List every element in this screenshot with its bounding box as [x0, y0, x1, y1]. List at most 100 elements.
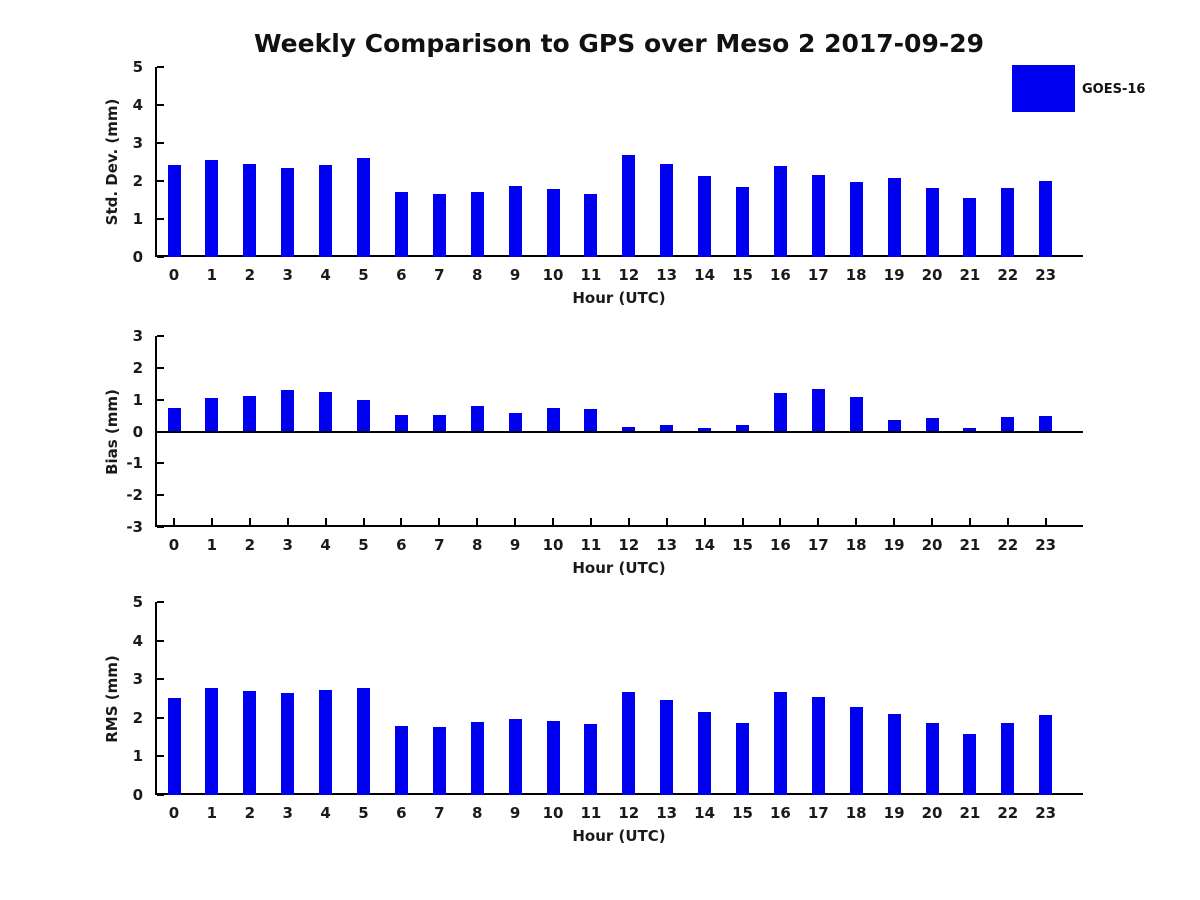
- bar-hour-18: [849, 397, 863, 432]
- x-tick-label: 2: [244, 266, 256, 284]
- y-tick-label: 2: [132, 172, 143, 190]
- x-tick: [779, 518, 782, 525]
- y-tick: [157, 335, 164, 337]
- y-tick-label: 4: [132, 631, 143, 650]
- x-tick-label: 10: [542, 536, 564, 554]
- bar-hour-11: [584, 409, 598, 432]
- bar-hour-8: [470, 406, 484, 432]
- x-tick-label: 3: [282, 536, 293, 554]
- bar-hour-20: [925, 417, 939, 432]
- y-tick: [157, 462, 164, 465]
- x-tick-label: 2: [244, 804, 256, 822]
- x-tick-label: 5: [358, 536, 369, 554]
- x-tick-label: 18: [845, 536, 867, 554]
- x-tick: [173, 518, 175, 525]
- x-tick: [362, 518, 365, 525]
- x-tick: [248, 518, 251, 525]
- bar-hour-13: [660, 425, 674, 432]
- bar-hour-2: [243, 395, 257, 432]
- bar-hour-11: [584, 724, 598, 795]
- x-tick: [1006, 518, 1009, 525]
- bar-hour-16: [773, 166, 787, 257]
- x-tick: [931, 518, 933, 525]
- x-tick-label: 5: [358, 266, 369, 284]
- x-tick-label: 3: [282, 266, 293, 284]
- y-tick: [157, 366, 164, 369]
- x-tick: [665, 518, 668, 525]
- x-tick-label: 4: [320, 536, 331, 554]
- legend-label: GOES-16: [1082, 82, 1146, 97]
- x-tick-label: 18: [845, 804, 867, 822]
- y-tick: [157, 66, 164, 68]
- bar-hour-5: [357, 400, 370, 432]
- y-tick: [157, 494, 164, 497]
- y-tick: [157, 398, 164, 401]
- x-tick-label: 8: [471, 804, 483, 822]
- bar-hour-2: [243, 690, 257, 795]
- x-tick: [893, 518, 896, 525]
- bar-hour-1: [205, 160, 219, 257]
- x-tick-label: 6: [396, 536, 407, 554]
- x-tick-label: 23: [1035, 536, 1057, 554]
- x-tick-label: 6: [396, 266, 407, 284]
- y-tick-label: -2: [126, 486, 143, 505]
- bar-hour-13: [660, 164, 674, 257]
- x-tick-label: 14: [694, 536, 716, 554]
- bar-hour-23: [1039, 180, 1053, 257]
- y-tick-label: 0: [132, 248, 143, 266]
- bar-hour-17: [811, 389, 825, 432]
- bar-hour-3: [281, 168, 295, 257]
- x-tick-label: 23: [1035, 804, 1057, 822]
- x-tick-label: 19: [883, 536, 905, 554]
- x-tick: [286, 518, 289, 525]
- x-tick-label: 4: [320, 266, 331, 284]
- x-tick-label: 20: [921, 266, 943, 284]
- x-tick-label: 0: [168, 266, 180, 284]
- bar-hour-18: [849, 707, 863, 795]
- bar-hour-22: [1001, 417, 1015, 432]
- x-tick-label: 11: [580, 266, 602, 284]
- x-tick-label: 23: [1035, 266, 1057, 284]
- y-tick: [157, 180, 164, 182]
- x-tick-label: 11: [580, 536, 602, 554]
- x-tick-label: 7: [434, 266, 445, 284]
- x-axis-label-2: Hour (UTC): [572, 827, 666, 845]
- bar-hour-13: [660, 700, 674, 795]
- y-tick-label: 5: [132, 593, 143, 611]
- x-tick: [400, 518, 403, 525]
- x-axis-label-0: Hour (UTC): [572, 289, 666, 307]
- x-tick-label: 7: [434, 804, 445, 822]
- y-axis-line: [155, 67, 157, 257]
- x-tick-label: 16: [769, 804, 791, 822]
- y-tick-label: -3: [126, 518, 143, 536]
- x-tick-label: 22: [997, 536, 1019, 554]
- x-tick-label: 17: [807, 266, 829, 284]
- bar-hour-7: [432, 727, 446, 795]
- bar-hour-19: [887, 177, 901, 257]
- bar-hour-22: [1001, 723, 1015, 795]
- bar-hour-1: [205, 688, 219, 795]
- x-tick-label: 14: [694, 804, 716, 822]
- bar-hour-9: [508, 185, 522, 257]
- y-tick-label: 3: [132, 134, 143, 152]
- x-tick-label: 19: [883, 266, 905, 284]
- x-tick-label: 10: [542, 266, 564, 284]
- bar-hour-21: [963, 734, 977, 795]
- bar-hour-12: [622, 426, 636, 432]
- bar-hour-9: [508, 413, 522, 432]
- x-tick-label: 13: [656, 804, 678, 822]
- bar-hour-15: [736, 723, 749, 795]
- x-tick-label: 1: [206, 536, 218, 554]
- x-tick-label: 5: [358, 804, 369, 822]
- bar-hour-0: [167, 407, 181, 432]
- x-tick-label: 8: [471, 536, 483, 554]
- y-axis-label-1: Bias (mm): [103, 388, 121, 475]
- bar-hour-11: [584, 193, 598, 257]
- y-tick: [157, 430, 164, 433]
- y-tick: [157, 716, 164, 719]
- x-axis-label-1: Hour (UTC): [572, 559, 666, 577]
- x-tick-label: 21: [959, 266, 981, 284]
- y-tick: [157, 142, 164, 144]
- x-tick-label: 9: [509, 804, 521, 822]
- x-axis-line: [155, 793, 1083, 795]
